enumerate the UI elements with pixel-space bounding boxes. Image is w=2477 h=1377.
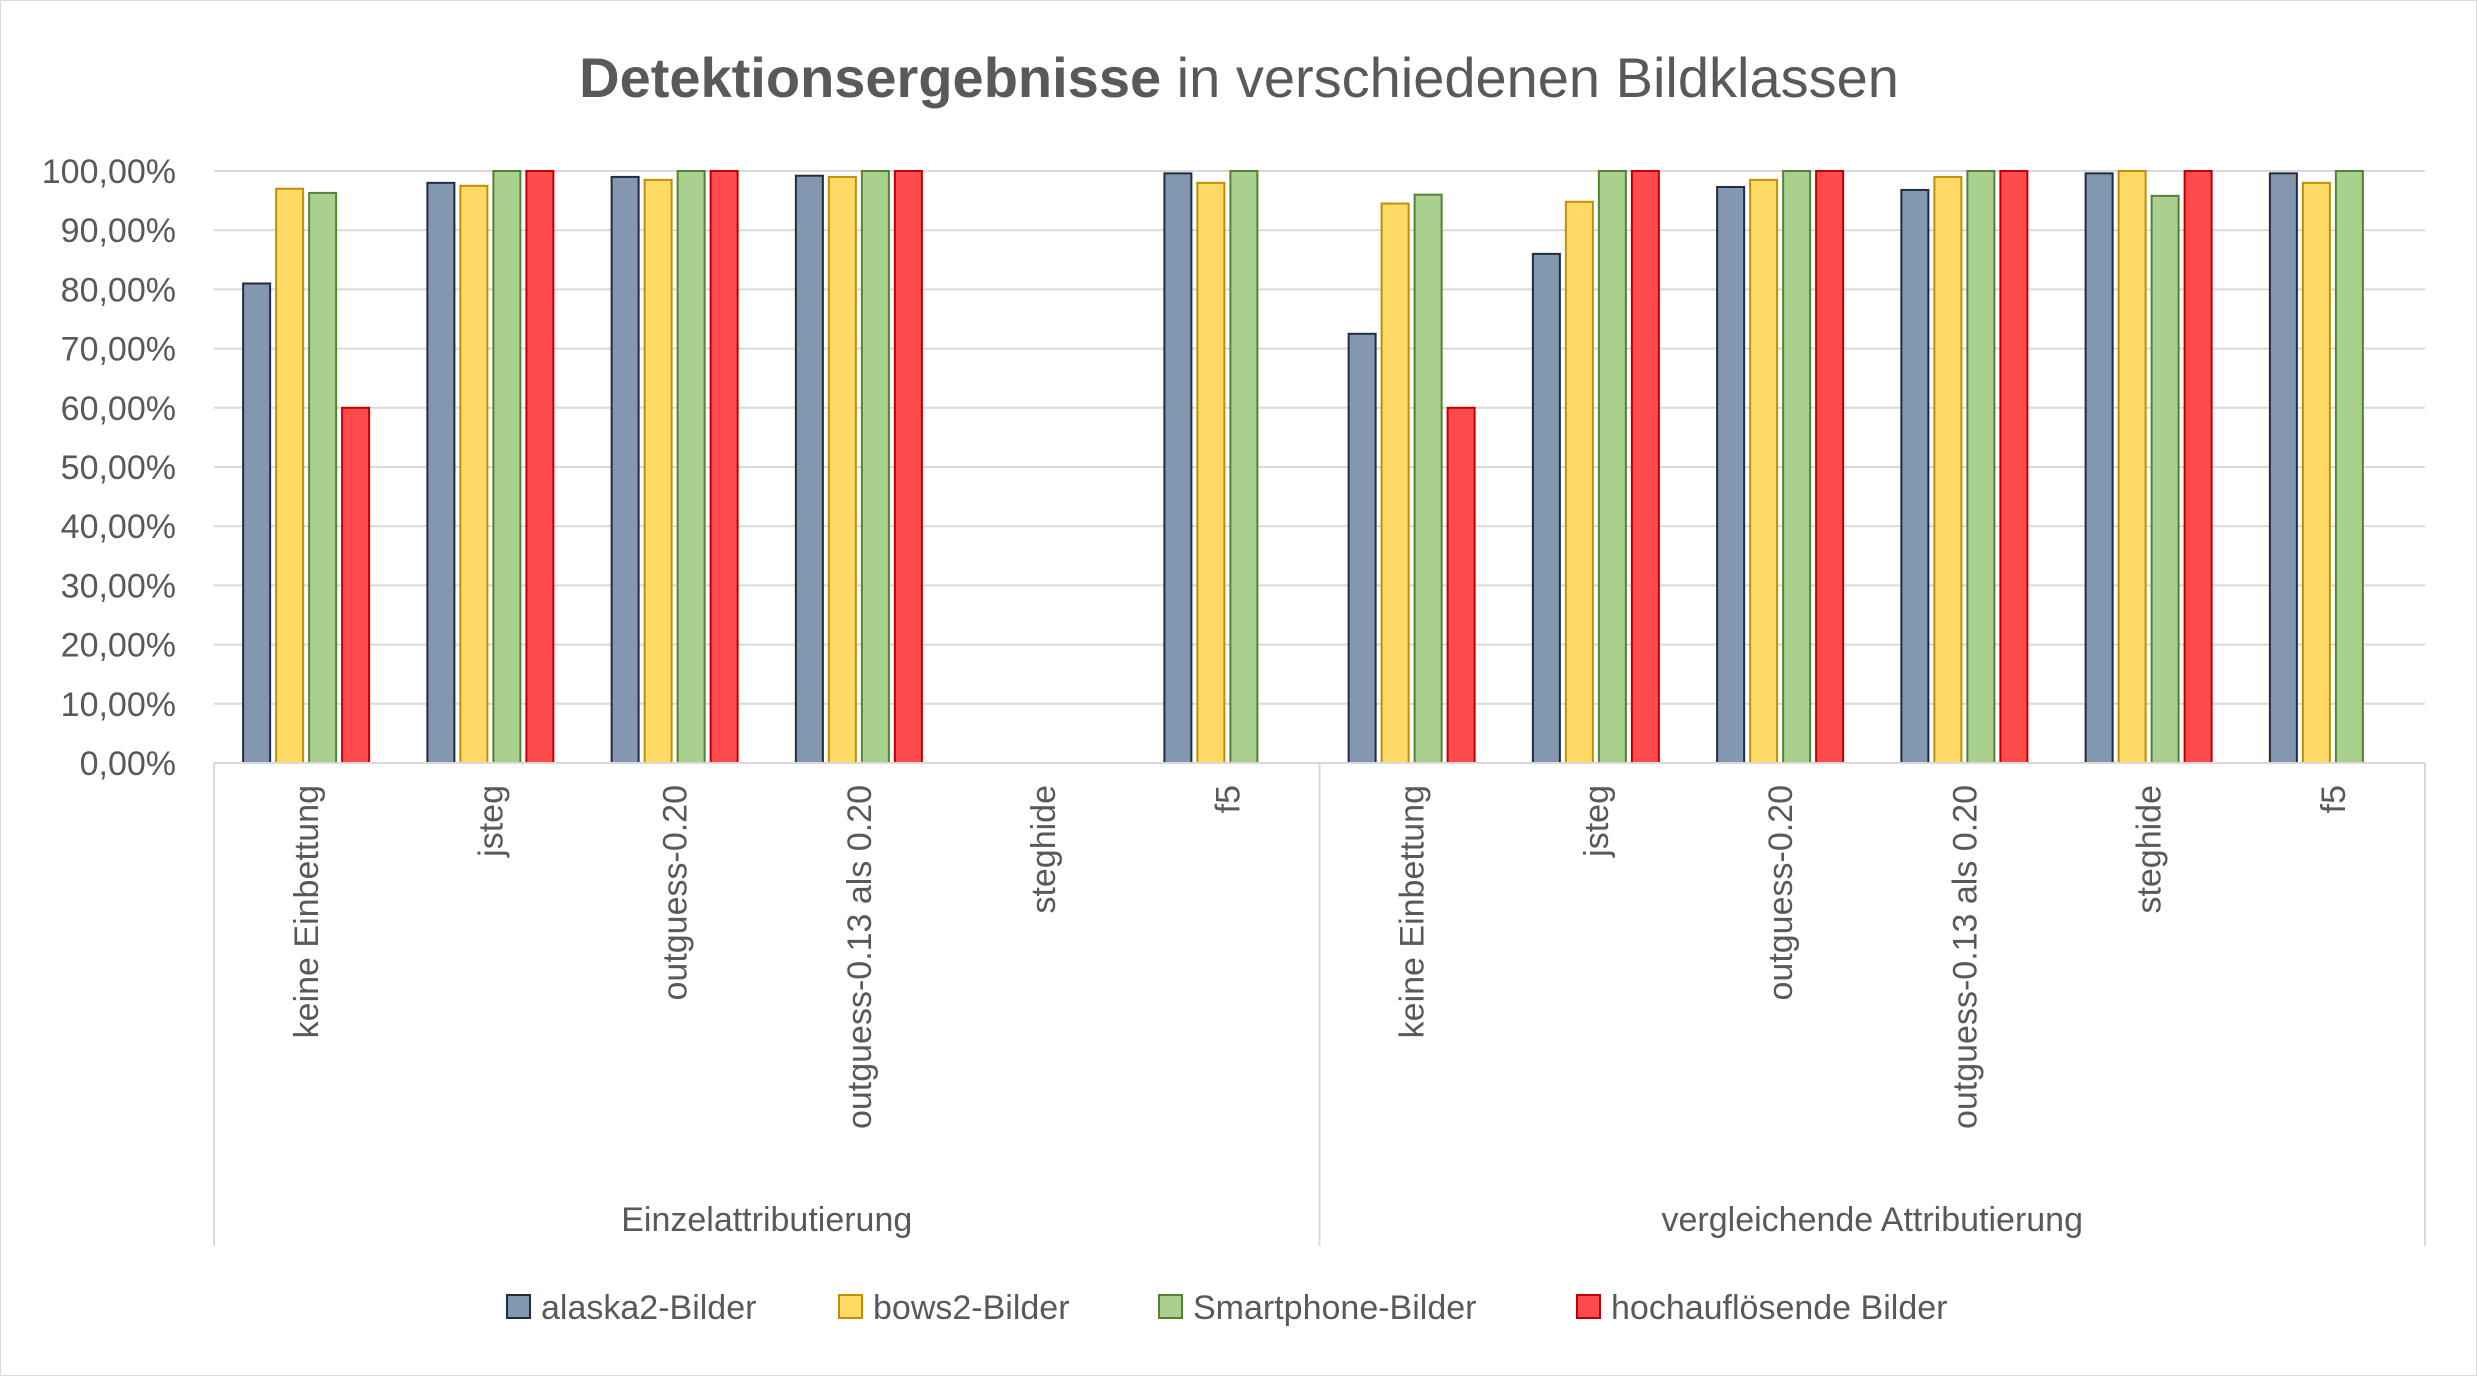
bar <box>1531 252 1561 764</box>
category-label: f5 <box>2315 785 2353 813</box>
chart-title-bold: Detektionsergebnisse <box>579 46 1161 109</box>
bar <box>1229 170 1259 764</box>
bar <box>2084 172 2114 765</box>
category-label: outguess-0.13 als 0.20 <box>1946 785 1984 1129</box>
bar <box>1966 170 1996 764</box>
category-label: steghide <box>1025 785 1063 914</box>
bar <box>610 175 640 765</box>
bar <box>1815 170 1845 764</box>
bar <box>492 170 522 764</box>
category-labels: keine Einbettung jsteg outguess-0.20 outgue… <box>288 785 2353 1129</box>
y-tick-label: 40,00% <box>61 508 176 546</box>
legend-swatch <box>1576 1294 1601 1319</box>
bar <box>459 184 489 765</box>
category-label: jsteg <box>1578 785 1616 858</box>
y-tick-label: 50,00% <box>61 449 176 487</box>
chart-title: Detektionsergebnisse in verschiedenen Bi… <box>579 46 1899 109</box>
bar <box>1900 188 1930 765</box>
bar <box>1782 170 1812 764</box>
bar <box>709 170 739 764</box>
bar <box>1196 181 1226 764</box>
bar <box>1564 200 1594 764</box>
legend-swatch <box>1158 1294 1183 1319</box>
bar <box>242 282 272 764</box>
bar <box>1749 178 1779 764</box>
bar <box>275 187 305 764</box>
bar <box>2117 170 2147 764</box>
chart-title-rest: in verschiedenen Bildklassen <box>1161 46 1899 109</box>
bar <box>860 170 890 764</box>
bar <box>1630 170 1660 764</box>
bar <box>1347 332 1377 764</box>
bar <box>827 175 857 765</box>
bar <box>308 191 338 765</box>
bar <box>2334 170 2364 764</box>
category-label: keine Einbettung <box>1394 785 1432 1038</box>
category-label: outguess-0.20 <box>1762 785 1800 1001</box>
gridlines <box>214 170 2425 764</box>
bar <box>1716 185 1746 764</box>
category-label: f5 <box>1209 785 1247 813</box>
y-tick-label: 60,00% <box>61 390 176 428</box>
y-tick-label: 30,00% <box>61 567 176 605</box>
x-axis <box>213 762 2426 1246</box>
y-tick-label: 10,00% <box>61 686 176 724</box>
y-tick-label: 70,00% <box>61 331 176 369</box>
bar <box>1163 172 1193 765</box>
legend-swatch <box>838 1294 863 1319</box>
y-tick-label: 0,00% <box>80 745 176 783</box>
y-tick-label: 90,00% <box>61 212 176 250</box>
y-axis-ticks: 0,00% 10,00% 20,00% 30,00% 40,00% 50,00% 60,00… <box>42 153 176 783</box>
bar <box>525 170 555 764</box>
y-tick-label: 100,00% <box>42 153 176 191</box>
legend-label: hochauflösende Bilder <box>1611 1289 1947 1327</box>
bar <box>1597 170 1627 764</box>
bar <box>1413 193 1443 764</box>
y-tick-label: 80,00% <box>61 271 176 309</box>
category-label: steghide <box>2131 785 2169 914</box>
bar <box>2268 172 2298 765</box>
category-label: keine Einbettung <box>288 785 326 1038</box>
bar <box>893 170 923 764</box>
group-labels: Einzelattributierung vergleichende Attrib… <box>621 1201 2083 1239</box>
legend-label: alaska2-Bilder <box>541 1289 756 1327</box>
bar <box>1999 170 2029 764</box>
bar <box>2301 181 2331 764</box>
category-label: outguess-0.20 <box>657 785 695 1001</box>
bar <box>676 170 706 764</box>
legend-label: Smartphone-Bilder <box>1193 1289 1476 1327</box>
bar <box>1933 175 1963 765</box>
category-label: jsteg <box>472 785 510 858</box>
legend-swatch <box>506 1294 531 1319</box>
bar <box>794 174 824 764</box>
group-label: vergleichende Attributierung <box>1662 1201 2084 1239</box>
y-tick-label: 20,00% <box>61 627 176 665</box>
bar <box>2150 194 2180 764</box>
category-label: outguess-0.13 als 0.20 <box>841 785 879 1129</box>
bar <box>426 181 456 764</box>
bar <box>2183 170 2213 764</box>
bar <box>1380 202 1410 764</box>
bar <box>341 406 371 764</box>
group-label: Einzelattributierung <box>621 1201 912 1239</box>
bars <box>242 170 2364 765</box>
bar <box>643 178 673 764</box>
bar <box>1446 406 1476 764</box>
legend-label: bows2-Bilder <box>873 1289 1070 1327</box>
legend: alaska2-Bilder bows2-Bilder Smartphone-Bil… <box>506 1289 1947 1327</box>
